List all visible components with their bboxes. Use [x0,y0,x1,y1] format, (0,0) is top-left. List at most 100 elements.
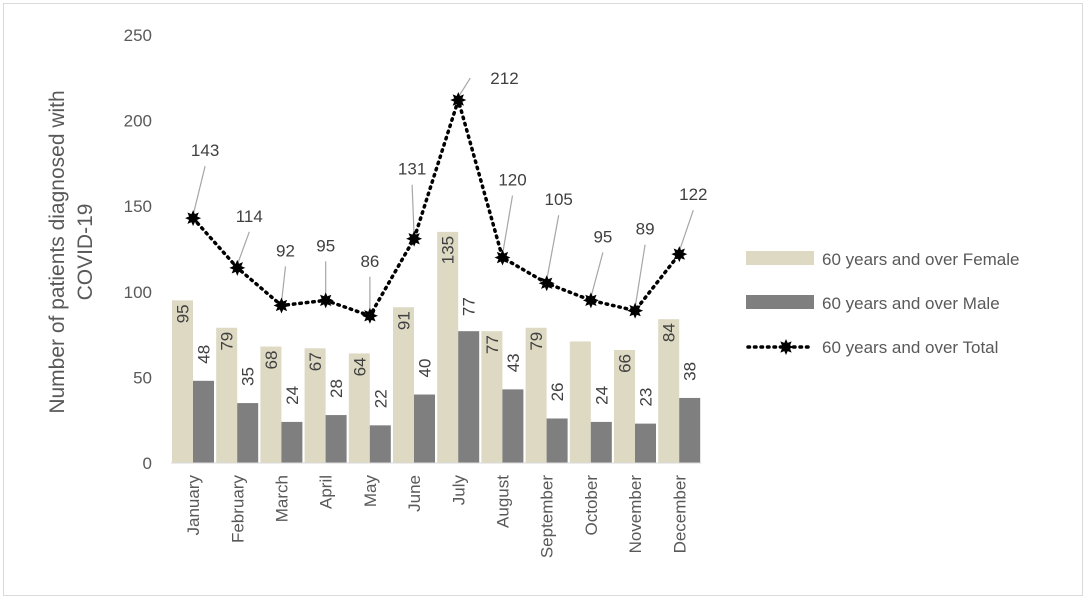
total-marker [273,297,290,314]
legend-swatch-male [746,295,814,309]
bar-male-data-label: 43 [504,353,523,372]
bar-female-data-label: 95 [174,304,193,323]
chart-svg: Number of patients diagnosed with COVID-… [46,26,1020,559]
bar-female [481,331,503,463]
bar-female-data-label: 135 [439,236,458,264]
bars [172,231,701,463]
total-line [191,93,682,318]
bar-female [304,348,326,463]
bar-male-data-label: 24 [592,386,611,405]
bar-male-data-label: 26 [548,382,567,401]
total-data-label: 105 [545,190,573,209]
total-data-label-leader [634,244,646,308]
bar-female [614,350,635,463]
bar-female-data-label: 64 [350,357,369,376]
x-tick-label: December [670,475,689,554]
bar-female-data-label: 79 [218,332,237,351]
total-data-label: 212 [490,69,518,88]
bar-male [502,389,524,463]
bar-female-data-label: 79 [527,332,546,351]
total-data-label: 95 [316,236,335,255]
total-marker [317,292,334,309]
total-marker [361,307,378,324]
bar-female [260,346,282,463]
total-data-label-leader [236,231,250,266]
total-data-label: 143 [191,141,219,160]
y-tick-label: 200 [124,112,152,131]
bar-female-data-label: 77 [483,335,502,354]
bar-female [393,307,414,463]
y-axis-title: Number of patients diagnosed with COVID-… [46,90,97,413]
bar-male [635,423,656,463]
bar-male [281,421,303,463]
y-tick-label: 250 [124,26,152,45]
x-tick-label: June [405,475,424,512]
bar-male [414,394,435,463]
total-data-label: 95 [593,227,612,246]
bar-male [679,397,701,463]
total-marker [450,92,467,109]
total-marker [494,249,511,266]
x-tick-label: October [582,475,601,536]
total-data-label: 120 [498,171,526,190]
bar-female [172,300,193,463]
bar-male [590,421,612,463]
y-tick-label: 0 [143,454,152,473]
bar-male-data-label: 77 [460,297,479,316]
total-data-label-leader [411,184,415,236]
x-tick-label: January [184,475,203,536]
total-marker [627,302,644,319]
total-line-series: 143 114 92 95 86 131 212 120 105 95 89 122 [185,69,707,324]
total-marker [406,230,423,247]
bar-male [369,425,391,463]
bar-female [658,319,680,463]
bar-female-data-label: 84 [660,323,679,342]
total-marker [582,292,599,309]
total-marker [185,210,202,227]
bar-female-data-label: 68 [262,351,281,370]
bar-female [216,327,238,463]
bar-female [525,327,547,463]
x-axis-ticks: January February March April May June July Augu… [184,475,689,559]
total-data-label-leader [192,166,206,216]
x-tick-label: November [626,475,645,554]
chart-frame: Number of patients diagnosed with COVID-… [3,3,1083,596]
total-data-label-leader [501,195,514,255]
bar-female-data-label: 66 [616,354,635,373]
bar-male-data-label: 24 [283,386,302,405]
legend-marker-total [778,339,794,355]
x-tick-label: March [273,475,292,522]
y-axis-ticks: 0 50 100 150 200 250 [124,26,152,473]
bar-male-data-label: 23 [637,388,656,407]
y-axis-title-line-1: Number of patients diagnosed with [46,90,69,413]
bar-male-data-label: 38 [681,362,700,381]
bar-female-data-label: 67 [306,352,325,371]
bar-male-data-label: 28 [327,379,346,398]
x-tick-label: February [228,475,247,544]
legend: 60 years and over Female 60 years and ove… [746,250,1020,357]
bar-male-data-label: 48 [195,345,214,364]
y-tick-label: 100 [124,283,152,302]
total-data-label-leader [678,209,694,252]
total-data-label: 131 [398,160,426,179]
total-marker [671,246,688,263]
total-data-label-leader [457,77,471,98]
y-tick-label: 50 [133,368,152,387]
bar-female [437,231,459,463]
total-data-label: 89 [636,220,655,239]
y-axis-title-line-2: COVID-19 [74,204,97,301]
x-tick-label: September [538,475,557,558]
total-data-label-leader [280,266,287,303]
total-data-label: 122 [679,185,707,204]
bar-male [237,403,259,463]
legend-label-total: 60 years and over Total [822,338,998,357]
x-tick-label: July [449,475,468,506]
x-tick-label: May [361,475,380,508]
x-tick-label: April [317,475,336,509]
total-data-label: 86 [360,252,379,271]
total-marker [229,259,246,276]
bar-male-data-label: 22 [371,389,390,408]
bar-male [546,418,568,463]
bar-male-data-label: 40 [416,359,435,378]
